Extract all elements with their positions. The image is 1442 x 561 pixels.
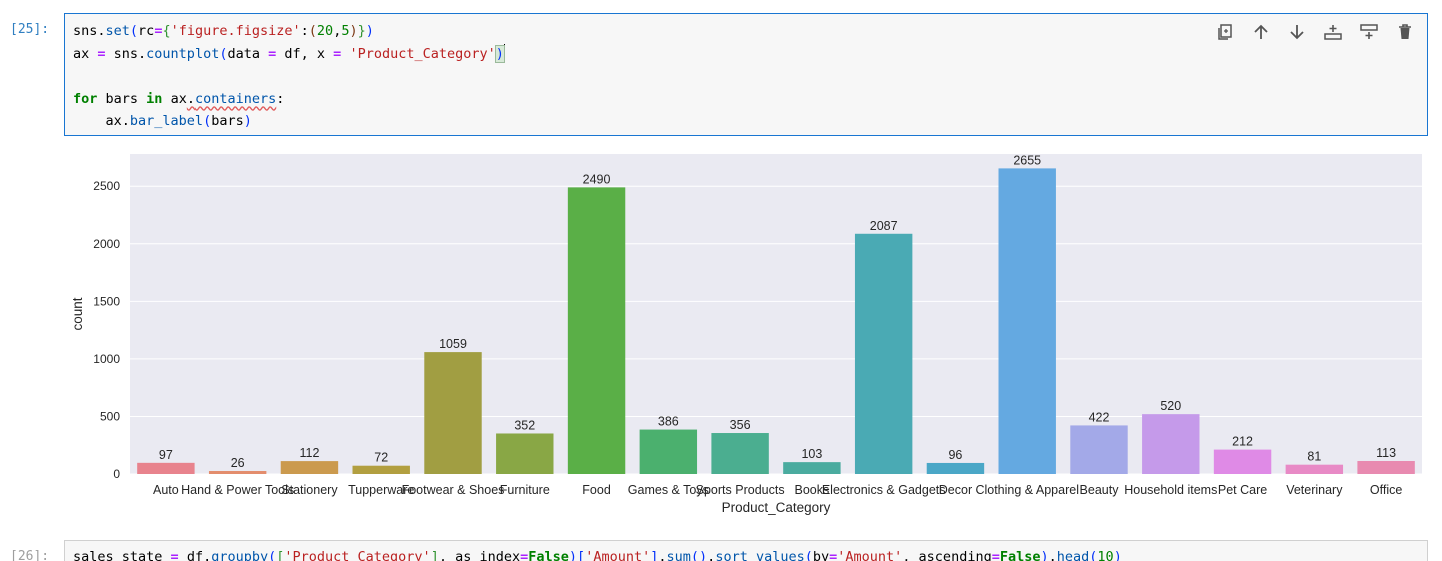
- y-tick-label: 1000: [93, 352, 120, 366]
- x-tick-label: Beauty: [1080, 483, 1120, 497]
- bar: [137, 462, 195, 474]
- plot-background: [130, 154, 1422, 474]
- bar: [783, 462, 841, 474]
- bar-value-label: 422: [1089, 410, 1110, 424]
- insert-below-button[interactable]: [1355, 20, 1383, 44]
- x-axis-label: Product_Category: [722, 500, 831, 515]
- arrow-down-icon: [1290, 25, 1304, 40]
- bar: [711, 433, 769, 474]
- y-tick-label: 500: [100, 409, 120, 423]
- bar-value-label: 96: [948, 448, 962, 462]
- arrow-up-icon: [1254, 24, 1268, 39]
- x-tick-label: Books: [795, 483, 830, 497]
- y-tick-label: 2500: [93, 179, 120, 193]
- x-tick-label: Footwear & Shoes: [402, 483, 505, 497]
- x-tick-label: Electronics & Gadgets: [822, 483, 946, 497]
- bar-value-label: 1059: [439, 337, 467, 351]
- x-tick-label: Auto: [153, 483, 179, 497]
- bar: [352, 465, 410, 474]
- x-tick-label: Tupperware: [348, 483, 414, 497]
- x-tick-label: Pet Care: [1218, 483, 1267, 497]
- bar: [496, 433, 554, 474]
- bar: [1357, 460, 1415, 474]
- cell-prompt: [26]:: [10, 549, 50, 561]
- bar-value-label: 112: [299, 446, 319, 460]
- bar-value-label: 212: [1232, 435, 1253, 449]
- y-tick-label: 1500: [93, 294, 120, 308]
- bar-value-label: 97: [159, 448, 173, 462]
- x-tick-label: Household items: [1124, 483, 1217, 497]
- bar-value-label: 113: [1376, 446, 1396, 460]
- insert-above-button[interactable]: [1319, 20, 1347, 44]
- cell-toolbar: [1211, 20, 1419, 44]
- x-tick-label: Decor: [939, 483, 972, 497]
- bar-value-label: 352: [514, 418, 535, 432]
- code-block[interactable]: sns.set(rc={'figure.figsize':(20,5)}) ax…: [73, 23, 505, 130]
- bar: [208, 471, 267, 474]
- x-tick-label: Games & Toys: [628, 483, 709, 497]
- bar-value-label: 72: [374, 451, 388, 465]
- y-axis-label: count: [70, 297, 85, 330]
- bar-value-label: 26: [231, 456, 245, 470]
- x-tick-label: Furniture: [500, 483, 550, 497]
- bar-value-label: 81: [1307, 450, 1321, 464]
- bar: [1213, 449, 1272, 474]
- trash-icon: [1399, 24, 1411, 39]
- bar-value-label: 356: [730, 418, 751, 432]
- insert-below-icon: [1360, 24, 1378, 39]
- x-tick-label: Stationery: [281, 483, 338, 497]
- bar: [1285, 464, 1344, 474]
- bar-value-label: 520: [1160, 399, 1181, 413]
- move-up-button[interactable]: [1247, 20, 1275, 44]
- bar: [854, 233, 913, 474]
- bar: [639, 429, 698, 474]
- x-tick-label: Clothing & Apparel: [975, 483, 1079, 497]
- bar-value-label: 2087: [870, 219, 898, 233]
- bar: [998, 168, 1056, 474]
- code-cell-editor[interactable]: sales_state = df.groupby(['Product_Categ…: [64, 540, 1428, 561]
- bar: [1070, 425, 1128, 474]
- insert-above-icon: [1324, 25, 1342, 40]
- duplicate-cell-button[interactable]: [1211, 20, 1239, 44]
- delete-cell-button[interactable]: [1391, 20, 1419, 44]
- bar: [1142, 414, 1200, 474]
- x-tick-label: Office: [1370, 483, 1402, 497]
- bar: [424, 352, 482, 474]
- y-tick-label: 2000: [93, 237, 120, 251]
- cell-prompt: [25]:: [10, 22, 50, 37]
- x-tick-label: Food: [582, 483, 611, 497]
- x-tick-label: Hand & Power Tools: [181, 483, 294, 497]
- bar-value-label: 386: [658, 415, 679, 429]
- bar-value-label: 2490: [583, 172, 611, 186]
- y-tick-label: 0: [113, 467, 120, 481]
- code-cell-editor[interactable]: sns.set(rc={'figure.figsize':(20,5)}) ax…: [64, 13, 1428, 136]
- code-block[interactable]: sales_state = df.groupby(['Product_Categ…: [73, 549, 1122, 561]
- text-caret: [503, 43, 505, 61]
- x-tick-label: Veterinary: [1286, 483, 1343, 497]
- bar: [567, 187, 626, 474]
- x-tick-label: Sports Products: [696, 483, 785, 497]
- bar-value-label: 2655: [1013, 153, 1041, 167]
- countplot-chart: 0 500 1000 1500 2000 2500 97 Auto 26 Hand & Power…: [70, 153, 1422, 515]
- bar: [926, 462, 985, 474]
- move-down-button[interactable]: [1283, 20, 1311, 44]
- bar: [280, 461, 339, 474]
- copy-icon: [1218, 24, 1232, 40]
- cell-output: 0 500 1000 1500 2000 2500 97 Auto 26 Hand & Power…: [64, 146, 1428, 524]
- bar-value-label: 103: [801, 447, 822, 461]
